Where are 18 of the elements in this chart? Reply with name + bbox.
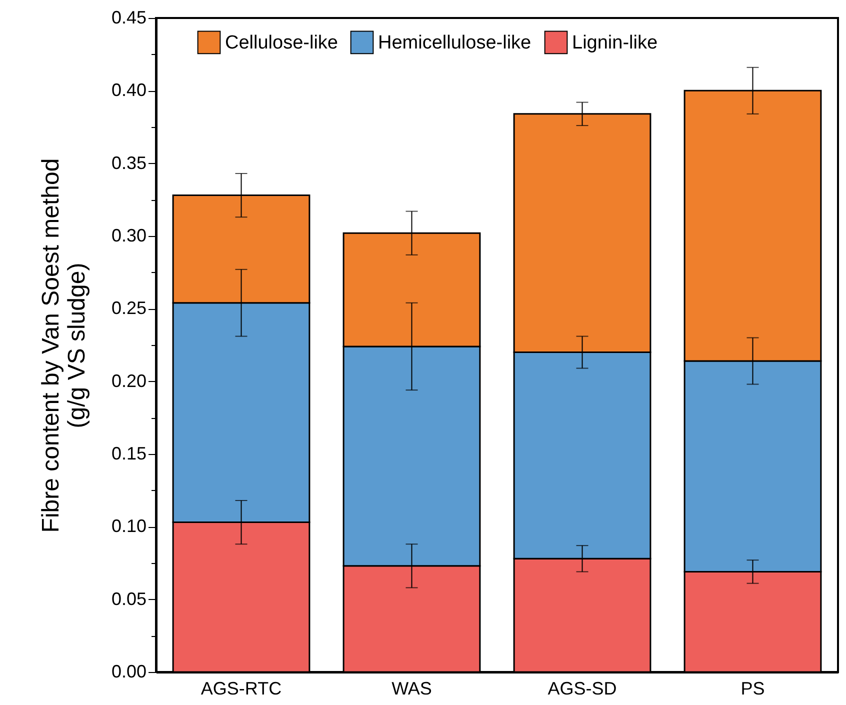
y-tick-label: 0.25 — [111, 298, 146, 318]
y-tick-label: 0.10 — [111, 516, 146, 536]
legend-label: Cellulose-like — [225, 32, 338, 54]
y-tick-label: 0.45 — [111, 8, 146, 28]
x-tick-label: AGS-RTC — [200, 678, 282, 698]
y-tick-label: 0.30 — [111, 226, 146, 246]
legend-label: Hemicellulose-like — [378, 32, 532, 54]
y-tick-label: 0.20 — [111, 370, 146, 391]
y-tick-label: 0.15 — [111, 444, 146, 464]
x-tick-label: PS — [740, 678, 765, 698]
x-tick-label: AGS-SD — [548, 678, 617, 698]
y-tick-label: 0.05 — [111, 588, 146, 609]
x-tick-label: WAS — [392, 678, 432, 698]
legend-label: Lignin-like — [572, 32, 658, 54]
y-axis-title: Fibre content by Van Soest method (g/g VS sludge) — [37, 158, 90, 533]
y-tick-label: 0.40 — [111, 80, 146, 100]
y-tick-label: 0.35 — [111, 152, 146, 173]
y-tick-label: 0.00 — [111, 662, 146, 682]
